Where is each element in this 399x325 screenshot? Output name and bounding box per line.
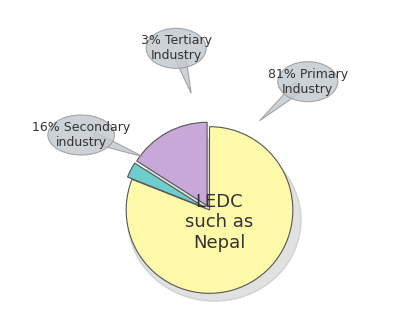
Text: LEDC
such as
Nepal: LEDC such as Nepal bbox=[186, 193, 254, 252]
Wedge shape bbox=[126, 127, 293, 293]
Ellipse shape bbox=[146, 28, 206, 68]
Wedge shape bbox=[137, 122, 207, 206]
Polygon shape bbox=[91, 132, 143, 157]
Text: 3% Tertiary
Industry: 3% Tertiary Industry bbox=[141, 34, 211, 62]
Wedge shape bbox=[128, 163, 205, 208]
Polygon shape bbox=[174, 54, 191, 93]
Ellipse shape bbox=[278, 62, 338, 102]
Text: 81% Primary
Industry: 81% Primary Industry bbox=[268, 68, 348, 96]
Text: 16% Secondary
industry: 16% Secondary industry bbox=[32, 121, 130, 149]
Polygon shape bbox=[259, 82, 303, 121]
Ellipse shape bbox=[48, 115, 115, 155]
Ellipse shape bbox=[128, 139, 301, 301]
